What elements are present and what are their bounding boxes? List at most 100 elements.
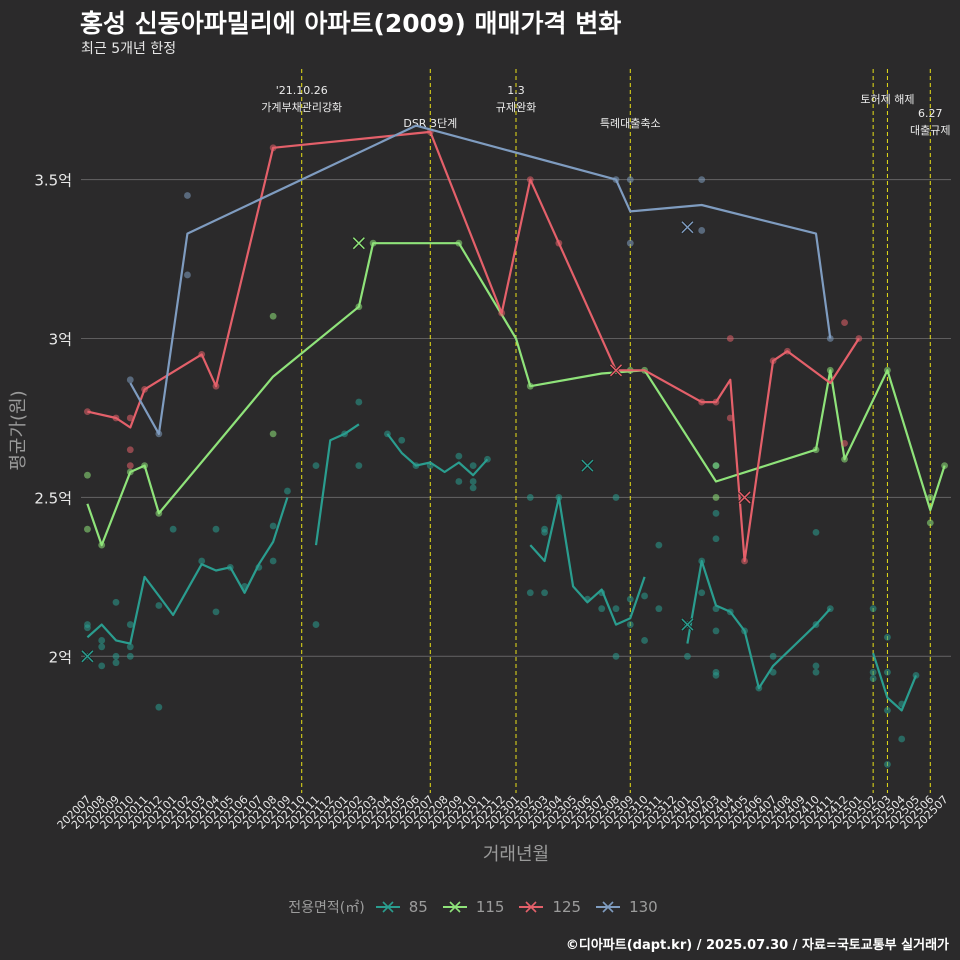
legend-key-icon bbox=[519, 901, 544, 913]
cross-marker bbox=[352, 237, 365, 250]
series-line bbox=[529, 496, 646, 626]
data-point bbox=[612, 494, 620, 501]
data-point bbox=[712, 627, 720, 635]
data-point bbox=[884, 760, 891, 768]
data-point bbox=[626, 176, 634, 183]
data-point bbox=[698, 227, 706, 234]
event-annotation-label: 가계부채관리강화 bbox=[261, 101, 342, 114]
cross-marker bbox=[609, 364, 623, 377]
data-point bbox=[169, 525, 177, 533]
data-point bbox=[455, 452, 463, 460]
data-point bbox=[826, 335, 834, 342]
data-point bbox=[869, 675, 877, 682]
legend: 전용면적(㎡) 85 115 125 130 bbox=[0, 896, 960, 918]
data-point bbox=[841, 439, 848, 447]
data-point bbox=[926, 494, 934, 501]
data-point bbox=[112, 659, 120, 667]
data-point bbox=[812, 528, 820, 536]
event-annotation-label: 토허제 해제 bbox=[860, 92, 914, 106]
series-line bbox=[686, 559, 832, 690]
legend-item-125: 125 bbox=[518, 898, 581, 916]
data-point bbox=[98, 643, 106, 651]
event-annotation-label: 6.27 bbox=[918, 107, 943, 120]
data-point bbox=[312, 621, 320, 628]
data-point bbox=[126, 643, 134, 651]
event-annotation-label: 1.3 bbox=[507, 84, 525, 97]
y-tick-label: 2.5억 bbox=[34, 489, 72, 507]
cross-marker bbox=[681, 221, 694, 234]
data-point bbox=[212, 525, 220, 533]
event-annotation-label: 규제완화 bbox=[496, 101, 536, 114]
data-point bbox=[526, 494, 534, 501]
data-point bbox=[626, 239, 634, 247]
y-tick-label: 2억 bbox=[49, 648, 72, 666]
cross-marker bbox=[81, 650, 94, 663]
chart-subtitle: 최근 5개년 한정 bbox=[81, 41, 177, 57]
data-point bbox=[355, 462, 363, 470]
series-line bbox=[129, 124, 832, 435]
data-point bbox=[269, 430, 277, 438]
data-point bbox=[869, 668, 877, 676]
series-line bbox=[314, 423, 360, 546]
legend-key-icon bbox=[375, 901, 400, 913]
data-point bbox=[112, 652, 120, 660]
x-axis-label: 거래년월 bbox=[483, 844, 549, 865]
data-point bbox=[869, 605, 877, 613]
data-point bbox=[126, 652, 134, 660]
series-line bbox=[87, 130, 860, 563]
data-point bbox=[626, 621, 634, 628]
data-point bbox=[284, 487, 291, 495]
data-point bbox=[726, 335, 734, 342]
legend-key-icon bbox=[442, 901, 467, 913]
data-point bbox=[184, 271, 191, 279]
data-point bbox=[712, 462, 720, 470]
event-annotation-label: '21.10.26 bbox=[276, 84, 328, 97]
chart-title: 홍성 신동아파밀리에 아파트(2009) 매매가격 변화 bbox=[80, 9, 622, 38]
data-point bbox=[541, 589, 548, 597]
data-point bbox=[841, 319, 848, 327]
legend-item-130: 130 bbox=[595, 898, 658, 916]
data-point bbox=[884, 633, 891, 641]
data-point bbox=[712, 535, 720, 543]
legend-key-icon bbox=[596, 901, 621, 913]
legend-title: 전용면적(㎡) bbox=[288, 900, 365, 916]
data-point bbox=[655, 605, 663, 613]
data-point bbox=[98, 662, 106, 670]
data-point bbox=[184, 192, 191, 199]
data-point bbox=[884, 706, 891, 714]
series-115 bbox=[84, 236, 948, 549]
data-point bbox=[155, 602, 163, 609]
data-point bbox=[126, 621, 134, 628]
cross-marker bbox=[681, 618, 694, 631]
data-point bbox=[269, 557, 277, 565]
series-130 bbox=[126, 124, 834, 438]
data-point bbox=[212, 608, 220, 616]
data-point bbox=[655, 541, 663, 549]
data-point bbox=[469, 484, 477, 492]
data-point bbox=[641, 637, 648, 644]
data-point bbox=[641, 592, 648, 600]
cross-marker bbox=[581, 459, 594, 472]
series-line bbox=[86, 242, 946, 547]
source-caption: ©디아파트(dapt.kr) / 2025.07.30 / 자료=국토교통부 실… bbox=[565, 938, 949, 953]
data-point bbox=[612, 652, 620, 660]
legend-label: 115 bbox=[475, 898, 505, 916]
data-point bbox=[926, 519, 934, 527]
data-point bbox=[712, 509, 720, 517]
data-point bbox=[469, 478, 477, 485]
data-point bbox=[726, 414, 734, 422]
data-point bbox=[126, 414, 134, 422]
data-point bbox=[698, 176, 706, 183]
series-line bbox=[872, 652, 918, 712]
data-point bbox=[698, 589, 706, 597]
series-line bbox=[386, 433, 489, 477]
data-point bbox=[126, 446, 134, 454]
series-line bbox=[86, 497, 289, 645]
legend-label: 125 bbox=[552, 898, 582, 916]
data-point bbox=[126, 376, 134, 384]
legend-label: 130 bbox=[629, 898, 658, 916]
data-point bbox=[526, 589, 534, 597]
data-point bbox=[398, 436, 406, 444]
data-point bbox=[98, 637, 106, 644]
